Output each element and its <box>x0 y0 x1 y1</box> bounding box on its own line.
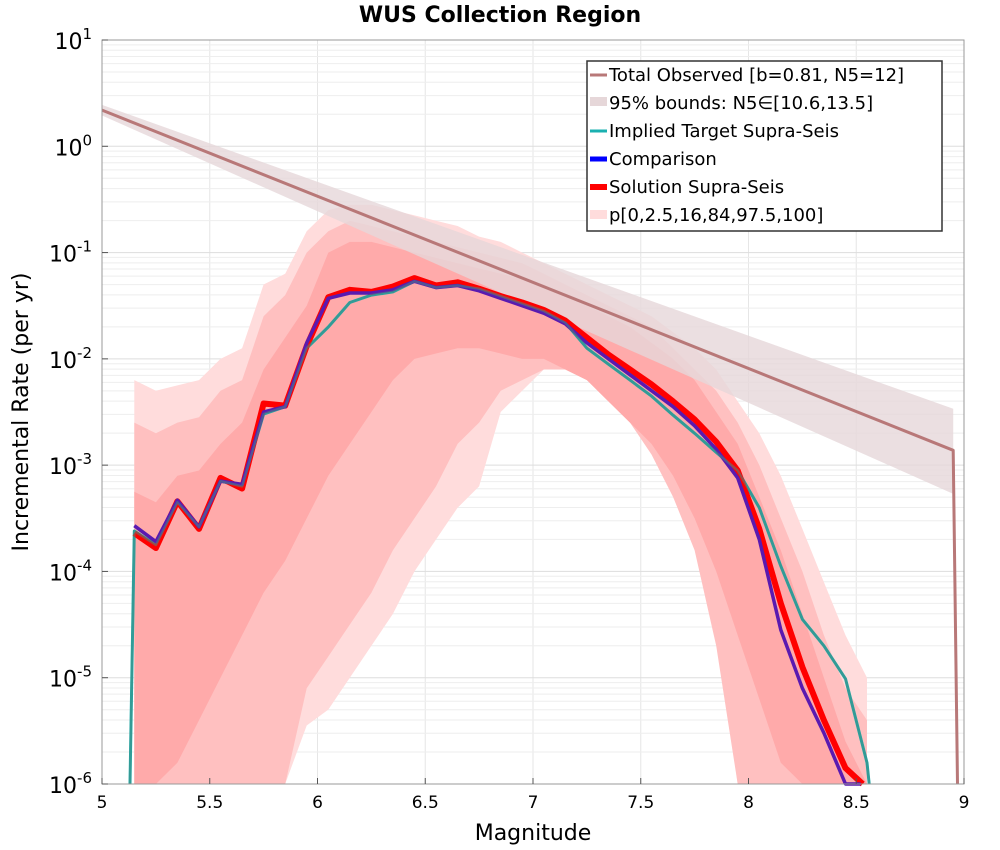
observed-bounds-polygon <box>102 104 954 494</box>
x-tick-label: 8 <box>743 793 754 813</box>
series-line-implied-target-overlay <box>128 280 871 785</box>
series-line-total-observed <box>101 108 959 785</box>
percentile-band-16-84 <box>134 241 868 784</box>
y-axis-label: Incremental Rate (per yr) <box>9 273 34 552</box>
x-tick-label: 5 <box>97 793 108 813</box>
y-tick-label: 101 <box>54 25 92 55</box>
legend-label-solution: Solution Supra-Seis <box>609 177 784 198</box>
x-axis-label: Magnitude <box>475 821 592 846</box>
x-tick-label: 6 <box>312 793 323 813</box>
x-tick-label: 7 <box>528 793 539 813</box>
y-tick-label: 10-5 <box>49 663 92 693</box>
axis-ticks: 5 5.5 6 6.5 7 7.5 8 8.5 9 101 100 10-1 10-2 10-3 10-4 1… <box>49 25 969 813</box>
x-tick-label: 9 <box>959 793 970 813</box>
legend-label-target: Implied Target Supra-Seis <box>609 121 839 142</box>
legend-box <box>586 60 943 232</box>
x-tick-label: 8.5 <box>843 793 870 813</box>
legend-label-bounds: 95% bounds: N5∈[10.6,13.5] <box>609 93 873 114</box>
y-tick-label: 100 <box>54 131 92 161</box>
series-lines <box>101 108 959 787</box>
legend: Total Observed [b=0.81, N5=12] 95% bound… <box>586 60 943 232</box>
chart-title: WUS Collection Region <box>359 3 641 28</box>
y-tick-label: 10-1 <box>49 238 92 268</box>
y-tick-label: 10-6 <box>49 769 92 799</box>
legend-label-comparison: Comparison <box>609 149 717 170</box>
legend-swatch-bounds <box>590 97 607 106</box>
x-tick-label: 6.5 <box>412 793 439 813</box>
x-tick-label: 5.5 <box>196 793 223 813</box>
x-tick-label: 7.5 <box>627 793 654 813</box>
y-tick-label: 10-3 <box>49 450 92 480</box>
legend-label-percentiles: p[0,2.5,16,84,97.5,100] <box>609 205 823 226</box>
legend-swatch-percentiles <box>590 210 607 219</box>
observed-bounds-band <box>102 104 954 494</box>
y-tick-label: 10-4 <box>49 556 92 586</box>
y-tick-label: 10-2 <box>49 344 92 374</box>
legend-label-observed: Total Observed [b=0.81, N5=12] <box>608 65 904 86</box>
